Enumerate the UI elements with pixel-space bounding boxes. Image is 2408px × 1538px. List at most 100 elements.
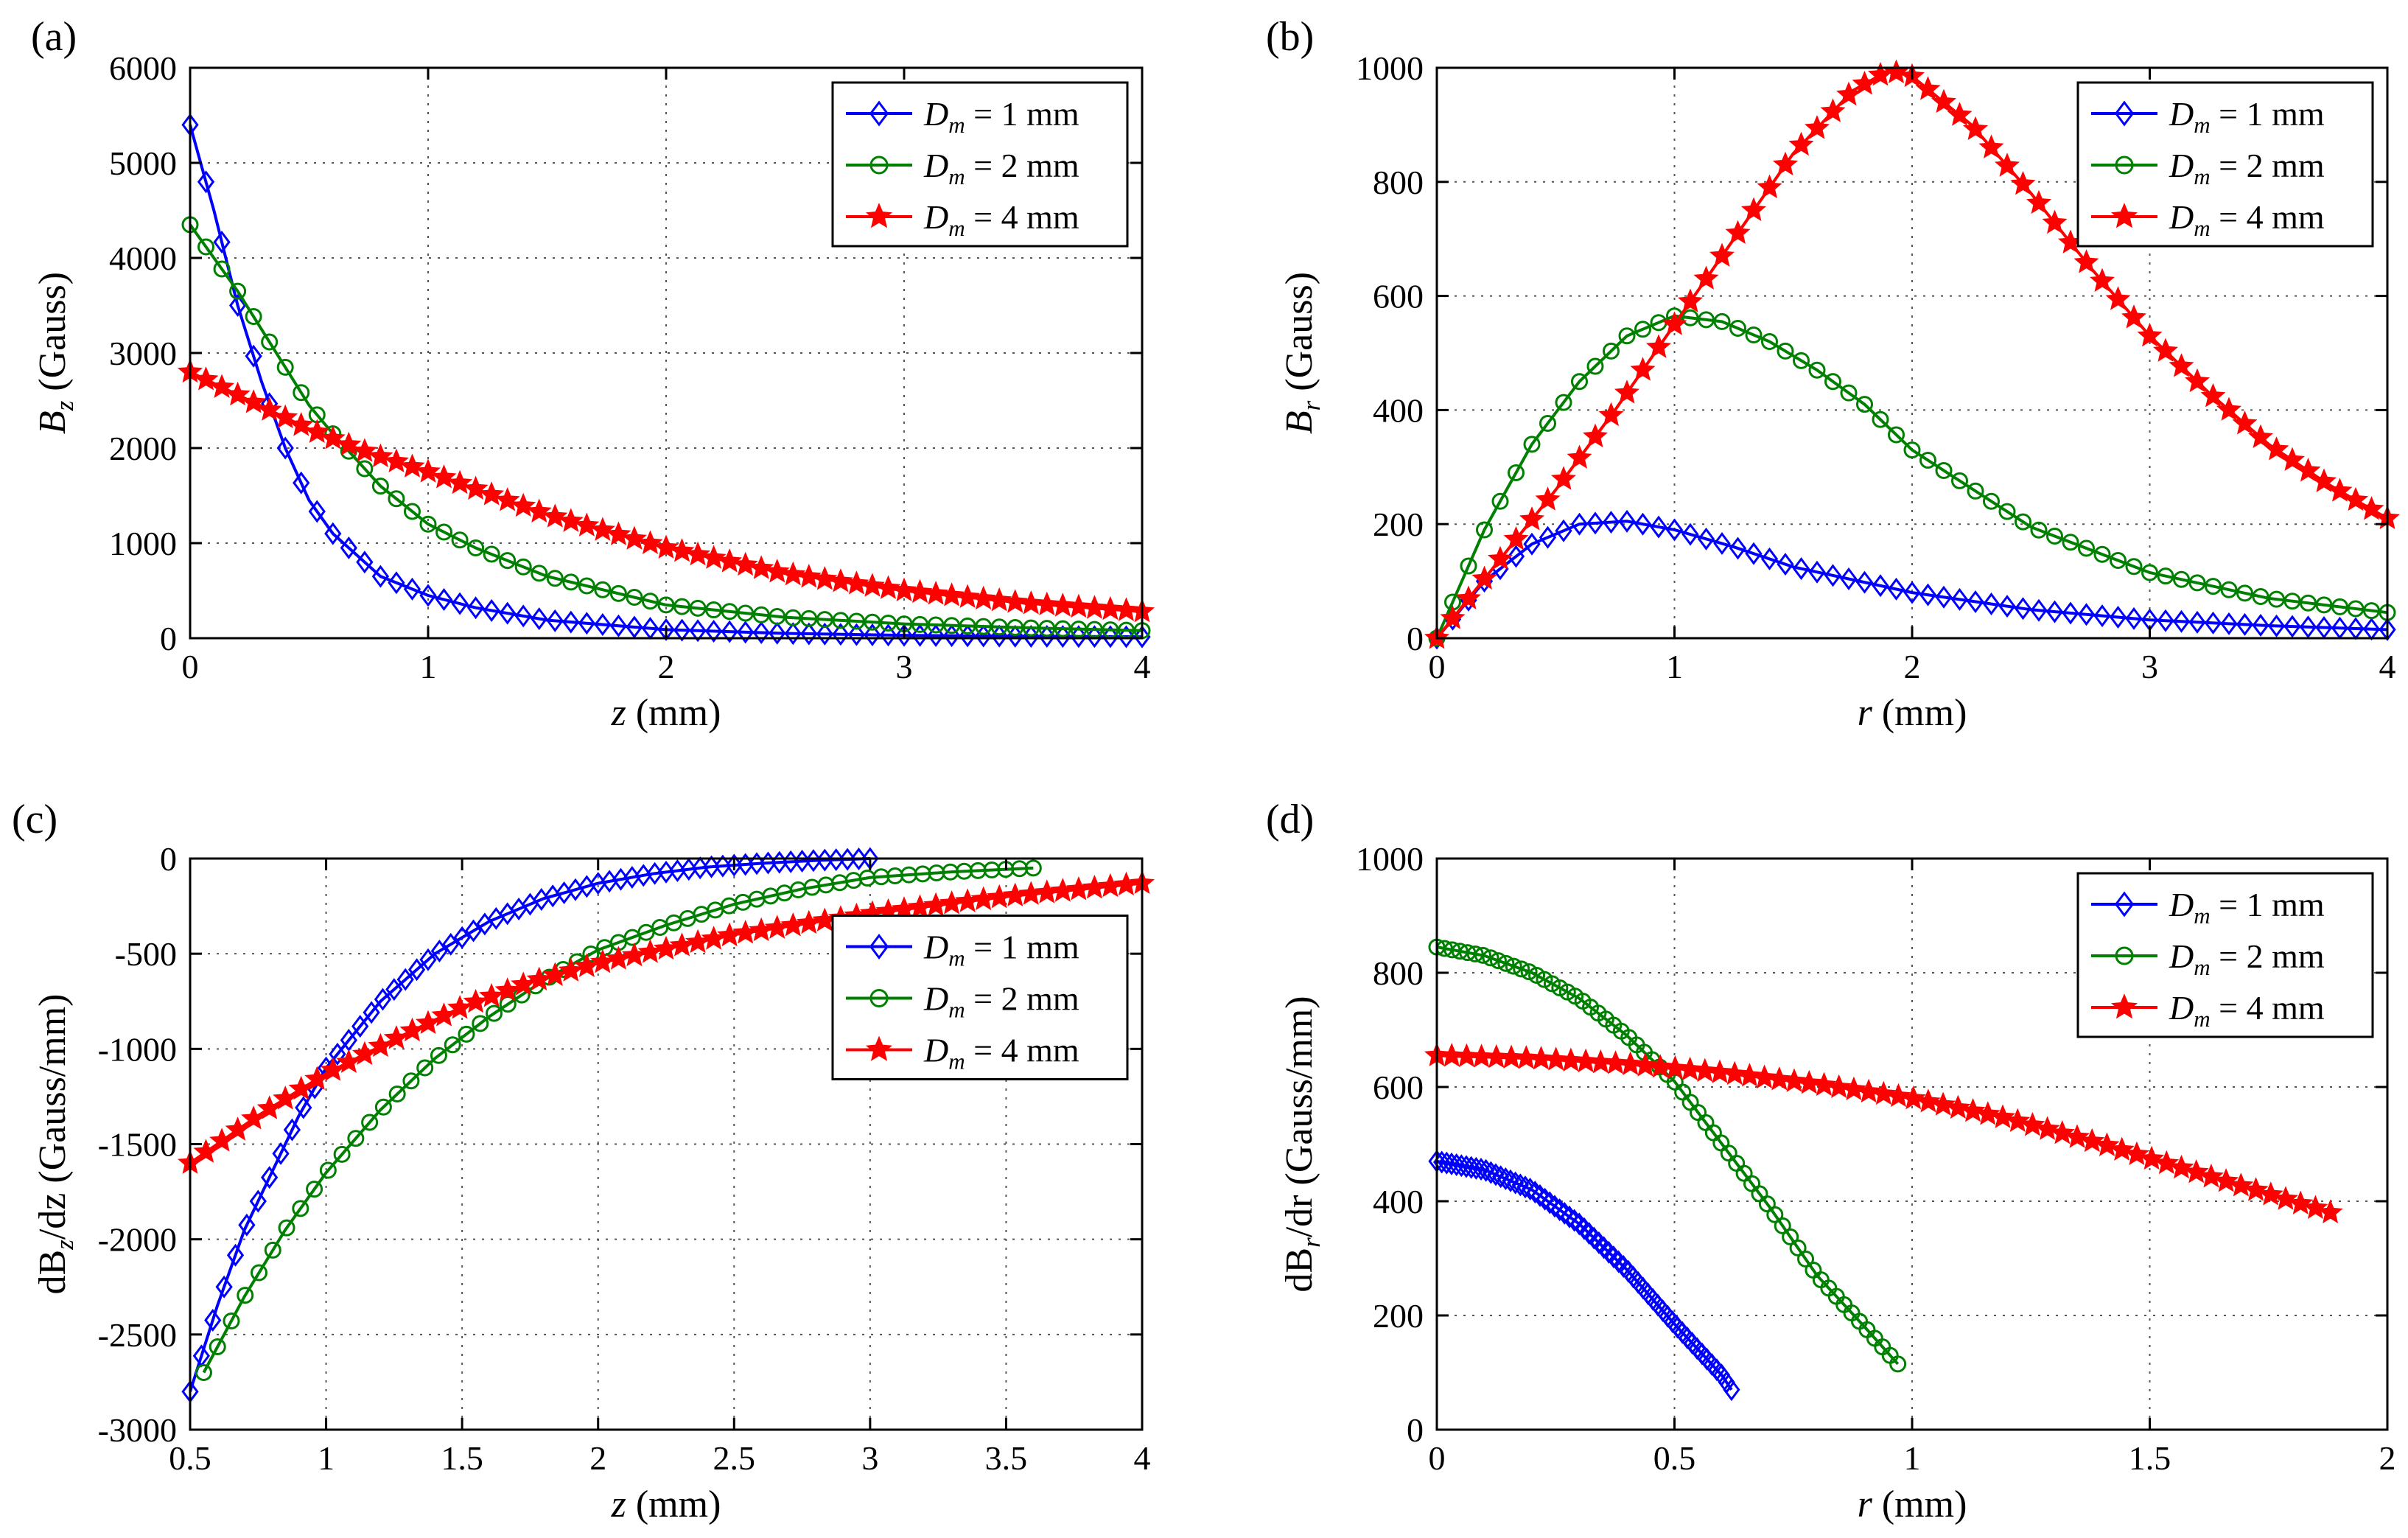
- data-point: [320, 425, 346, 450]
- data-point: [1782, 1228, 1799, 1245]
- data-point: [673, 618, 691, 642]
- data-point: [2049, 1119, 2075, 1144]
- y-tick-label: 6000: [109, 49, 177, 87]
- data-point: [827, 568, 853, 593]
- data-point: [209, 1338, 226, 1355]
- data-point: [1457, 1155, 1475, 1178]
- data-point: [402, 1072, 420, 1090]
- panel-1: 0 1 2 3 4 0 200 400 600 800 1000 r (mm) Br (Gauss) (b…: [1266, 14, 2401, 734]
- data-point: [1777, 342, 1794, 360]
- data-point: [1507, 545, 1525, 568]
- data-point: [511, 492, 536, 517]
- data-point: [637, 939, 663, 963]
- data-point: [241, 1105, 267, 1130]
- data-point: [2315, 596, 2333, 614]
- data-point: [1919, 583, 1937, 607]
- data-point: [385, 978, 403, 1002]
- data-point: [780, 561, 806, 586]
- data-point: [927, 616, 945, 634]
- series-2: [1428, 307, 2396, 647]
- data-point: [1967, 482, 1984, 500]
- data-point: [293, 384, 310, 402]
- data-point: [621, 525, 647, 550]
- data-point: [435, 523, 453, 541]
- data-point: [1722, 1060, 1748, 1086]
- data-point: [531, 607, 548, 631]
- data-point: [447, 469, 473, 494]
- data-point: [403, 577, 421, 601]
- data-point: [2258, 1181, 2283, 1206]
- data-point: [2125, 607, 2143, 630]
- data-point: [685, 541, 711, 566]
- y-tick-label: 1000: [1356, 840, 1424, 878]
- series-3: [177, 358, 1155, 623]
- data-point: [1133, 625, 1151, 649]
- data-point: [1085, 621, 1103, 638]
- series-line: [1436, 945, 1900, 1366]
- data-point: [329, 1042, 346, 1066]
- data-point: [1598, 402, 1624, 427]
- data-point: [1751, 1064, 1777, 1089]
- data-point: [1650, 515, 1667, 539]
- legend-entry-label: Dm = 2 mm: [2169, 937, 2325, 980]
- data-point: [2288, 1190, 2314, 1214]
- data-point: [324, 522, 342, 545]
- data-point: [1505, 957, 1522, 975]
- data-point: [1900, 1085, 1926, 1110]
- data-point: [2026, 189, 2052, 214]
- y-tick-label: 600: [1373, 278, 1424, 315]
- data-point: [1586, 511, 1604, 535]
- data-point: [606, 945, 631, 970]
- data-point: [1511, 1173, 1529, 1197]
- x-tick-label: 3.5: [985, 1439, 1028, 1477]
- data-point: [805, 849, 822, 873]
- data-point: [245, 308, 262, 326]
- y-tick-label: 0: [160, 620, 177, 657]
- data-point: [1824, 373, 1841, 391]
- data-point: [816, 848, 833, 872]
- data-point: [594, 613, 612, 637]
- y-tick-label: 200: [1373, 1297, 1424, 1335]
- data-point: [1551, 466, 1576, 490]
- data-point: [308, 500, 326, 523]
- data-point: [237, 1287, 254, 1304]
- data-point: [238, 1213, 256, 1237]
- data-point: [2124, 1141, 2149, 1166]
- data-point: [430, 940, 449, 963]
- data-point: [1745, 542, 1763, 565]
- data-point: [1745, 326, 1763, 343]
- data-point: [368, 443, 393, 468]
- data-point: [1555, 1201, 1573, 1225]
- data-point: [1516, 1175, 1534, 1199]
- data-point: [542, 503, 568, 528]
- data-point: [1766, 1066, 1792, 1091]
- data-point: [213, 231, 231, 254]
- data-point: [356, 460, 374, 478]
- data-point: [2280, 447, 2305, 471]
- series-2: [1428, 938, 1907, 1373]
- data-point: [1841, 1076, 1866, 1101]
- data-point: [1677, 1056, 1703, 1081]
- data-point: [1725, 220, 1751, 244]
- data-point: [1978, 134, 2004, 158]
- data-point: [276, 436, 294, 460]
- data-point: [812, 566, 838, 590]
- data-point: [1567, 444, 1592, 469]
- data-point: [1477, 1158, 1495, 1182]
- data-point: [2236, 584, 2253, 602]
- data-point: [864, 613, 881, 631]
- data-point: [1915, 1088, 1941, 1113]
- data-point: [689, 619, 707, 643]
- data-point: [1082, 595, 1107, 619]
- data-point: [1487, 1163, 1505, 1186]
- data-point: [621, 942, 647, 967]
- data-point: [2184, 368, 2211, 393]
- y-tick-label: -2500: [98, 1316, 177, 1354]
- data-point: [1539, 414, 1556, 432]
- data-point: [526, 966, 552, 990]
- data-point: [374, 1098, 392, 1116]
- legend-entry-label: Dm = 2 mm: [923, 980, 1079, 1023]
- x-tick-label: 2: [2379, 1439, 2396, 1477]
- data-point: [2034, 1116, 2060, 1140]
- legend-entry-label: Dm = 1 mm: [923, 95, 1079, 138]
